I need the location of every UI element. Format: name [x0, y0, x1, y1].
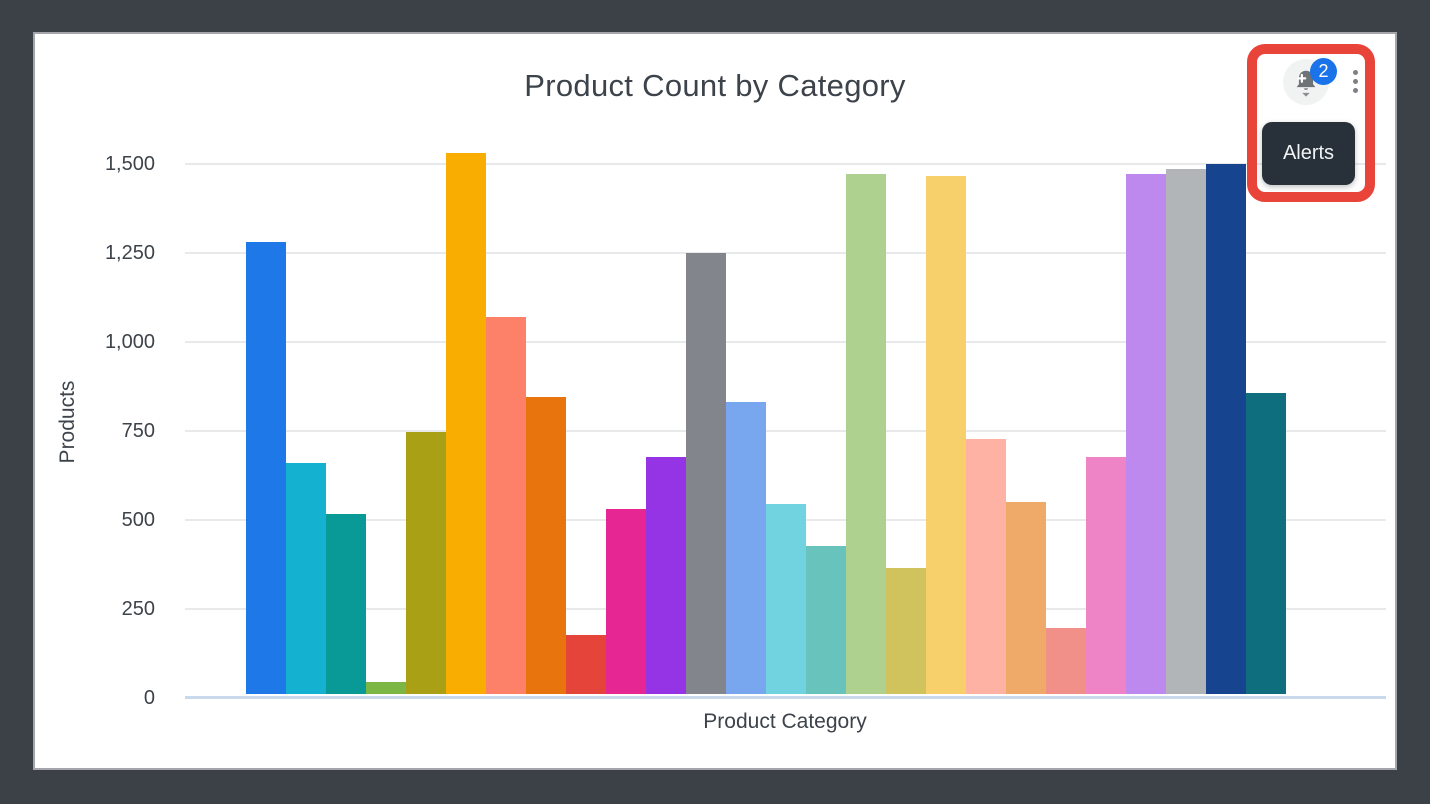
bar[interactable]	[966, 439, 1006, 694]
bar[interactable]	[366, 682, 406, 694]
chart-title: Product Count by Category	[524, 68, 906, 103]
bar[interactable]	[446, 153, 486, 694]
bar[interactable]	[1006, 502, 1046, 694]
bar[interactable]	[846, 174, 886, 694]
bar[interactable]	[326, 514, 366, 694]
bar[interactable]	[1246, 393, 1286, 694]
bar[interactable]	[606, 509, 646, 694]
bar[interactable]	[246, 242, 286, 694]
bar[interactable]	[526, 397, 566, 694]
bar[interactable]	[286, 463, 326, 694]
y-tick-label: 1,500	[104, 153, 155, 175]
report-card: Product Count by Category Products 1,500…	[33, 32, 1397, 770]
bar[interactable]	[1206, 164, 1246, 694]
gridline	[185, 252, 1386, 254]
alerts-tooltip-label: Alerts	[1282, 142, 1335, 164]
bar[interactable]	[1046, 628, 1086, 694]
bar[interactable]	[566, 635, 606, 694]
bar[interactable]	[686, 253, 726, 694]
alerts-badge: 2	[1310, 58, 1337, 85]
y-tick-label: 250	[121, 598, 155, 620]
kebab-menu-icon[interactable]	[1353, 70, 1358, 93]
y-tick-label: 1,250	[104, 242, 155, 264]
bar[interactable]	[806, 546, 846, 694]
y-tick-label: 1,000	[104, 331, 155, 353]
y-tick-label: 750	[121, 420, 155, 442]
bar[interactable]	[766, 504, 806, 694]
bar[interactable]	[726, 402, 766, 694]
gridline	[185, 341, 1386, 343]
bar[interactable]	[926, 176, 966, 694]
bar[interactable]	[1086, 457, 1126, 694]
bar[interactable]	[646, 457, 686, 694]
bar[interactable]	[486, 317, 526, 694]
bar[interactable]	[406, 432, 446, 694]
gridline	[185, 163, 1386, 165]
y-tick-label: 500	[121, 509, 155, 531]
bar[interactable]	[886, 568, 926, 694]
bar[interactable]	[1166, 169, 1206, 694]
x-axis-title: Product Category	[703, 710, 867, 733]
bar[interactable]	[1126, 174, 1166, 694]
alerts-tooltip: Alerts	[1262, 122, 1355, 185]
x-axis-line	[185, 696, 1386, 699]
y-tick-label: 0	[143, 687, 155, 709]
gridline	[185, 430, 1386, 432]
